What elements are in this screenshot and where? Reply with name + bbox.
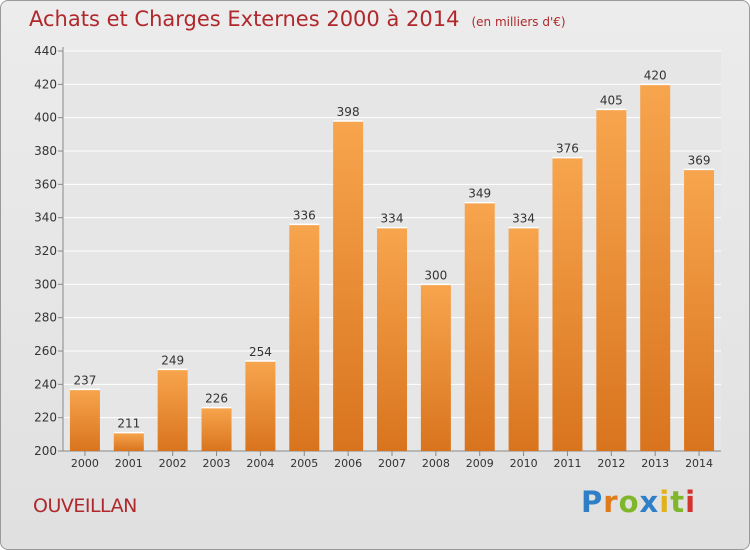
data-label: 349 (468, 187, 491, 201)
bar (289, 224, 320, 451)
y-tick-label: 440 (34, 44, 57, 58)
x-tick-label: 2009 (466, 457, 494, 470)
bar (464, 202, 495, 451)
y-tick-label: 300 (34, 277, 57, 291)
bar (508, 227, 539, 451)
bar (113, 432, 144, 451)
logo-letter: x (639, 485, 660, 519)
bar (245, 361, 276, 451)
bar (420, 284, 451, 451)
data-label: 334 (381, 212, 404, 226)
bar (640, 84, 671, 451)
data-label: 237 (73, 373, 96, 387)
logo-letter: r (603, 485, 619, 519)
bar (157, 369, 188, 451)
bar (333, 121, 364, 451)
place-name: OUVEILLAN (33, 495, 137, 517)
bar (684, 169, 715, 452)
y-tick-label: 220 (34, 411, 57, 425)
x-tick-label: 2008 (422, 457, 450, 470)
x-tick-label: 2006 (334, 457, 362, 470)
data-label: 398 (337, 105, 360, 119)
logo-letter: i (659, 485, 671, 519)
data-label: 336 (293, 208, 316, 222)
logo-letter: o (618, 485, 640, 519)
data-label: 300 (424, 268, 447, 282)
y-tick-label: 420 (34, 77, 57, 91)
y-tick-label: 340 (34, 211, 57, 225)
data-label: 420 (644, 68, 667, 82)
proxiti-logo: Proxiti (581, 485, 696, 519)
y-tick-label: 280 (34, 311, 57, 325)
x-tick-label: 2011 (553, 457, 581, 470)
y-tick-label: 200 (34, 444, 57, 458)
x-tick-label: 2014 (685, 457, 713, 470)
x-tick-label: 2000 (71, 457, 99, 470)
y-tick-label: 320 (34, 244, 57, 258)
x-tick-label: 2007 (378, 457, 406, 470)
bar (201, 407, 232, 451)
x-tick-label: 2004 (246, 457, 274, 470)
logo-letter: t (670, 485, 686, 519)
logo-letter: i (685, 485, 697, 519)
data-label: 405 (600, 93, 623, 107)
bar (596, 109, 627, 451)
data-label: 211 (117, 417, 140, 431)
y-tick-label: 400 (34, 111, 57, 125)
chart-title-text: Achats et Charges Externes 2000 à 2014 (29, 7, 460, 31)
bar (377, 227, 407, 451)
data-label: 249 (161, 353, 184, 367)
y-tick-label: 240 (34, 377, 57, 391)
data-label: 226 (205, 392, 228, 406)
x-tick-label: 2003 (203, 457, 231, 470)
data-label: 376 (556, 142, 579, 156)
bar (69, 389, 100, 451)
x-tick-label: 2010 (510, 457, 538, 470)
x-tick-label: 2012 (597, 457, 625, 470)
x-tick-label: 2013 (641, 457, 669, 470)
data-label: 254 (249, 345, 272, 359)
logo-letter: P (581, 485, 604, 519)
y-tick-label: 380 (34, 144, 57, 158)
chart-subtitle: (en milliers d'€) (471, 15, 566, 29)
chart-title: Achats et Charges Externes 2000 à 2014 (e… (29, 7, 566, 31)
bar (552, 157, 583, 451)
y-tick-label: 260 (34, 344, 57, 358)
data-label: 369 (688, 153, 711, 167)
x-tick-label: 2005 (290, 457, 318, 470)
data-label: 334 (512, 212, 535, 226)
y-tick-label: 360 (34, 177, 57, 191)
x-tick-label: 2001 (115, 457, 143, 470)
x-tick-label: 2002 (159, 457, 187, 470)
